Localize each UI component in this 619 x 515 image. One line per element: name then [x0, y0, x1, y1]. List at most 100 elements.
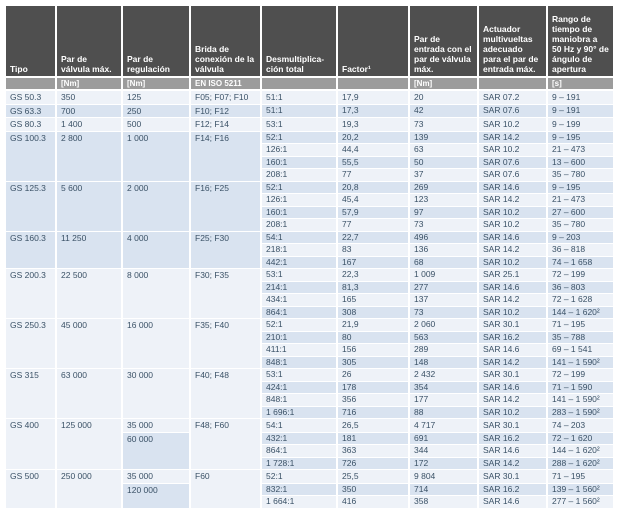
- table-row: 126:1 45,4 123 SAR 14.2 21 – 473: [6, 193, 613, 207]
- cell-factor: 350: [337, 483, 410, 496]
- cell-actuator: SAR 25.1: [478, 268, 548, 282]
- cell-reduction-ratio: 1 664:1: [261, 495, 338, 509]
- cell-factor: 21,9: [337, 318, 410, 332]
- cell-factor: 26: [337, 368, 410, 382]
- cell-actuator: SAR 14.6: [478, 181, 548, 194]
- cell-operating-time-range: 9 – 191: [547, 90, 613, 105]
- cell-operating-time-range: 69 – 1 541: [547, 343, 613, 357]
- cell-input-torque: 97: [409, 206, 479, 219]
- table-row: GS 50.3 350 125 F05; F07; F10 51:1 17,9 20 SAR …: [6, 90, 613, 105]
- cell-type: GS 50.3: [6, 90, 57, 105]
- table-row: 411:1 156 289 SAR 14.6 69 – 1 541: [6, 343, 613, 357]
- cell-operating-time-range: 36 – 803: [547, 281, 613, 294]
- table-row: 210:1 80 563 SAR 16.2 35 – 788: [6, 331, 613, 344]
- column-header-3: Brida de conexión de la válvula: [190, 6, 262, 78]
- table-row: GS 80.3 1 400 500 F12; F14 53:1 19,3 73 SAR 10.…: [6, 117, 613, 132]
- cell-operating-time-range: 36 – 818: [547, 243, 613, 257]
- cell-actuator: SAR 10.2: [478, 256, 548, 269]
- cell-valve-flange: F12; F14: [190, 117, 262, 132]
- cell-valve-flange: F40; F48: [190, 368, 262, 419]
- cell-actuator: SAR 30.1: [478, 368, 548, 382]
- cell-operating-time-range: 288 – 1 620²: [547, 457, 613, 470]
- cell-reduction-ratio: 52:1: [261, 181, 338, 194]
- cell-input-torque: 277: [409, 281, 479, 294]
- column-subheader-4: [261, 77, 338, 91]
- cell-factor: 20,8: [337, 181, 410, 194]
- cell-operating-time-range: 141 – 1 590²: [547, 356, 613, 369]
- cell-input-torque: 148: [409, 356, 479, 369]
- column-header-0: Tipo: [6, 6, 57, 78]
- cell-operating-time-range: 72 – 1 620: [547, 432, 613, 445]
- column-header-7: Actuador multivueltas adecuado para el p…: [478, 6, 548, 78]
- cell-actuator: SAR 10.2: [478, 206, 548, 219]
- cell-factor: 178: [337, 381, 410, 394]
- cell-factor: 363: [337, 444, 410, 458]
- cell-factor: 181: [337, 432, 410, 445]
- cell-actuator: SAR 07.2: [478, 90, 548, 105]
- cell-operating-time-range: 35 – 780: [547, 218, 613, 232]
- cell-reduction-ratio: 53:1: [261, 368, 338, 382]
- cell-actuator: SAR 14.2: [478, 243, 548, 257]
- cell-type: GS 250.3: [6, 318, 57, 369]
- cell-input-torque: 50: [409, 156, 479, 169]
- cell-actuator: SAR 30.1: [478, 469, 548, 484]
- cell-reduction-ratio: 411:1: [261, 343, 338, 357]
- cell-operating-time-range: 72 – 199: [547, 368, 613, 382]
- cell-reduction-ratio: 864:1: [261, 306, 338, 319]
- cell-input-torque: 563: [409, 331, 479, 344]
- cell-reduction-ratio: 864:1: [261, 444, 338, 458]
- cell-factor: 44,4: [337, 143, 410, 157]
- cell-factor: 26,5: [337, 418, 410, 433]
- cell-valve-flange: F30; F35: [190, 268, 262, 319]
- cell-reduction-ratio: 848:1: [261, 393, 338, 407]
- cell-operating-time-range: 9 – 191: [547, 104, 613, 118]
- cell-operating-time-range: 283 – 1 590²: [547, 406, 613, 419]
- cell-actuator: SAR 14.2: [478, 356, 548, 369]
- column-subheader-7: [478, 77, 548, 91]
- cell-modulating-torque: 2 000: [122, 181, 191, 232]
- table-row: GS 250.3 45 000 16 000 F35; F40 52:1 21,9 2 06…: [6, 318, 613, 369]
- cell-reduction-ratio: 53:1: [261, 268, 338, 282]
- cell-type: GS 100.3: [6, 131, 57, 182]
- cell-factor: 308: [337, 306, 410, 319]
- cell-factor: 81,3: [337, 281, 410, 294]
- cell-factor: 45,4: [337, 193, 410, 207]
- cell-factor: 55,5: [337, 156, 410, 169]
- cell-actuator: SAR 10.2: [478, 218, 548, 232]
- cell-input-torque: 714: [409, 483, 479, 496]
- cell-actuator: SAR 10.2: [478, 306, 548, 319]
- cell-valve-flange: F25; F30: [190, 231, 262, 269]
- column-subheader-2: [Nm]: [122, 77, 191, 91]
- cell-max-valve-torque: 45 000: [56, 318, 123, 369]
- cell-reduction-ratio: 52:1: [261, 131, 338, 144]
- table-row: GS 63.3 700 250 F10; F12 51:1 17,3 42 SAR 07.6 9…: [6, 104, 613, 118]
- cell-modulating-torque: 120 000: [122, 483, 191, 509]
- cell-input-torque: 4 717: [409, 418, 479, 433]
- cell-operating-time-range: 141 – 1 590²: [547, 393, 613, 407]
- cell-operating-time-range: 21 – 473: [547, 193, 613, 207]
- cell-actuator: SAR 10.2: [478, 406, 548, 419]
- cell-factor: 22,3: [337, 268, 410, 282]
- cell-actuator: SAR 14.2: [478, 393, 548, 407]
- cell-reduction-ratio: 848:1: [261, 356, 338, 369]
- cell-factor: 305: [337, 356, 410, 369]
- table-row: GS 315 63 000 30 000 F40; F48 53:1 26 2 432 SAR…: [6, 368, 613, 419]
- column-header-2: Par de regulación: [122, 6, 191, 78]
- cell-input-torque: 42: [409, 104, 479, 118]
- cell-factor: 17,9: [337, 90, 410, 105]
- cell-input-torque: 73: [409, 218, 479, 232]
- cell-valve-flange: F05; F07; F10: [190, 90, 262, 105]
- cell-factor: 57,9: [337, 206, 410, 219]
- cell-actuator: SAR 14.6: [478, 444, 548, 458]
- cell-operating-time-range: 139 – 1 560²: [547, 483, 613, 496]
- column-subheader-8: [s]: [547, 77, 613, 91]
- cell-reduction-ratio: 126:1: [261, 193, 338, 207]
- cell-reduction-ratio: 434:1: [261, 293, 338, 307]
- cell-max-valve-torque: 125 000: [56, 418, 123, 470]
- cell-reduction-ratio: 210:1: [261, 331, 338, 344]
- cell-input-torque: 137: [409, 293, 479, 307]
- cell-reduction-ratio: 208:1: [261, 168, 338, 182]
- cell-input-torque: 20: [409, 90, 479, 105]
- cell-modulating-torque: 1 000: [122, 131, 191, 182]
- cell-actuator: SAR 14.2: [478, 131, 548, 144]
